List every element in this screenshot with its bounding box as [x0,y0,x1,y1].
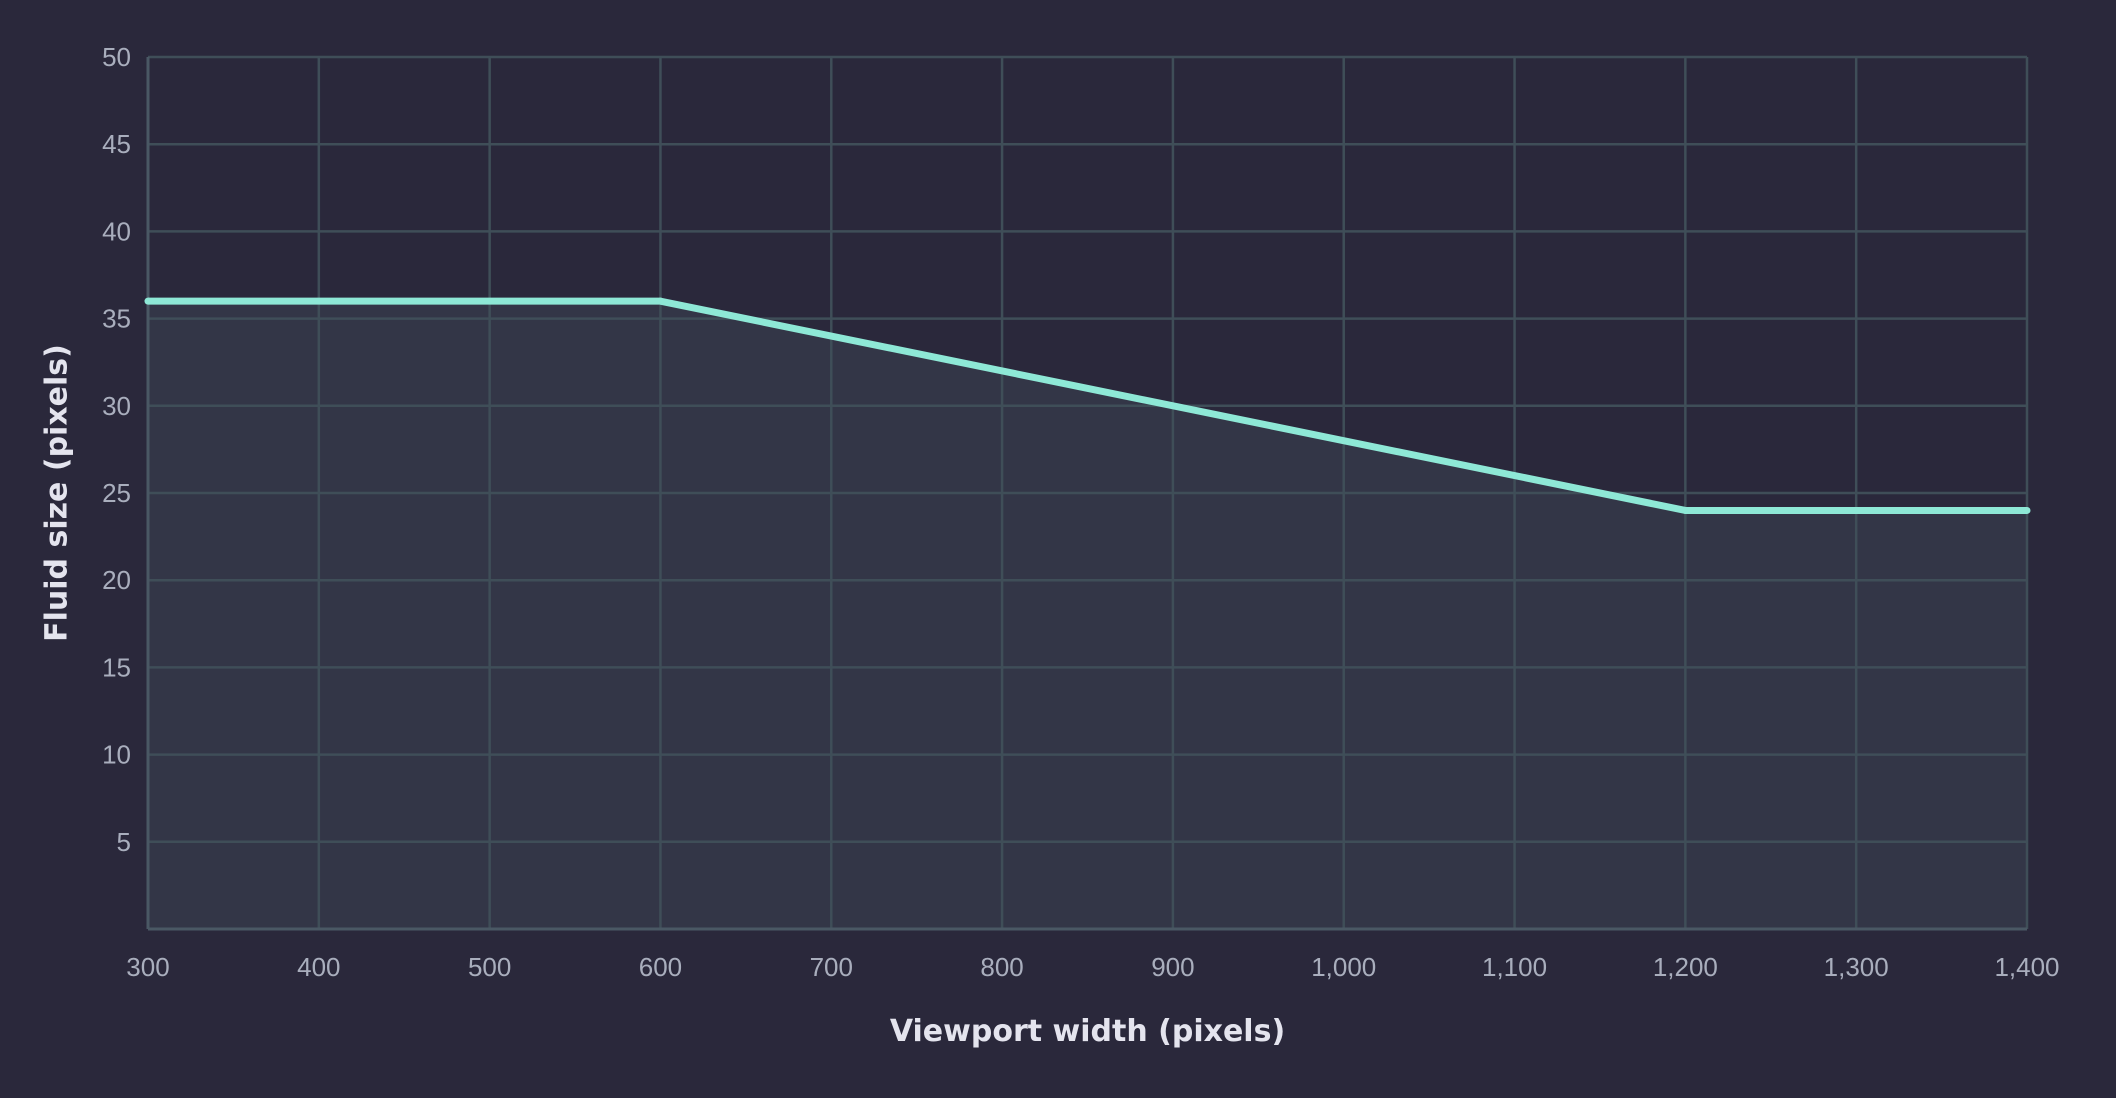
x-tick-label: 1,000 [1311,952,1376,982]
series-points [144,297,2031,514]
series-point [1681,506,1689,514]
x-axis-title: Viewport width (pixels) [890,1014,1285,1049]
x-tick-label: 1,400 [1994,952,2059,982]
x-tick-label: 600 [639,952,682,982]
y-tick-label: 5 [117,827,131,857]
y-tick-label: 35 [102,304,131,334]
y-axis-ticks: 5 10 15 20 25 30 35 40 45 50 [102,42,131,857]
y-tick-label: 40 [102,216,131,246]
area-fill [148,301,2027,929]
y-tick-label: 30 [102,391,131,421]
series-point [656,297,664,305]
y-tick-label: 45 [102,129,131,159]
x-tick-label: 300 [126,952,169,982]
x-tick-label: 700 [810,952,853,982]
x-tick-label: 800 [980,952,1023,982]
x-tick-label: 1,200 [1653,952,1718,982]
x-tick-label: 1,300 [1824,952,1889,982]
x-tick-label: 500 [468,952,511,982]
axes [146,57,2027,931]
x-tick-label: 900 [1151,952,1194,982]
y-axis-title: Fluid size (pixels) [40,344,75,642]
series-point [144,297,152,305]
x-axis-ticks: 300 400 500 600 700 800 900 1,000 1,100 1,200 1,30… [126,952,2059,982]
y-tick-label: 10 [102,740,131,770]
x-tick-label: 400 [297,952,340,982]
series-line [148,297,2027,514]
y-tick-label: 15 [102,652,131,682]
y-tick-label: 25 [102,478,131,508]
y-tick-label: 50 [102,42,131,72]
series-point [2023,506,2031,514]
x-tick-label: 1,100 [1482,952,1547,982]
y-tick-label: 20 [102,565,131,595]
